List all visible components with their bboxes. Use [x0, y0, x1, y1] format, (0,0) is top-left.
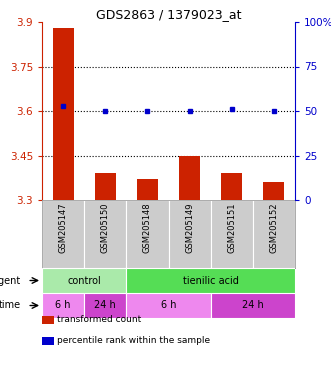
Text: GSM205152: GSM205152: [269, 202, 278, 253]
Bar: [84, 293, 126, 318]
Bar: [42, 268, 126, 293]
Bar: [42, 200, 84, 268]
Text: tienilic acid: tienilic acid: [183, 275, 239, 285]
Bar: [126, 268, 295, 293]
Bar: [211, 200, 253, 268]
Bar: [221, 173, 242, 200]
Text: GSM205148: GSM205148: [143, 202, 152, 253]
Text: agent: agent: [0, 275, 21, 285]
Bar: [42, 293, 84, 318]
Bar: [179, 156, 200, 200]
Text: 6 h: 6 h: [55, 301, 71, 311]
Bar: [126, 200, 168, 268]
Bar: [253, 200, 295, 268]
Text: percentile rank within the sample: percentile rank within the sample: [57, 336, 210, 345]
Text: 24 h: 24 h: [242, 301, 264, 311]
Bar: [168, 200, 211, 268]
Text: 6 h: 6 h: [161, 301, 176, 311]
Title: GDS2863 / 1379023_at: GDS2863 / 1379023_at: [96, 8, 241, 21]
Text: time: time: [0, 301, 21, 311]
Text: GSM205150: GSM205150: [101, 202, 110, 253]
Text: transformed count: transformed count: [57, 315, 141, 324]
Text: control: control: [67, 275, 101, 285]
Text: GSM205151: GSM205151: [227, 202, 236, 253]
Bar: [126, 293, 211, 318]
Text: GSM205149: GSM205149: [185, 202, 194, 253]
Bar: [137, 179, 158, 200]
Bar: [211, 293, 295, 318]
Bar: [95, 173, 116, 200]
Bar: [84, 200, 126, 268]
Text: 24 h: 24 h: [94, 301, 116, 311]
Bar: [53, 28, 73, 200]
Bar: [263, 182, 284, 200]
Text: GSM205147: GSM205147: [59, 202, 68, 253]
